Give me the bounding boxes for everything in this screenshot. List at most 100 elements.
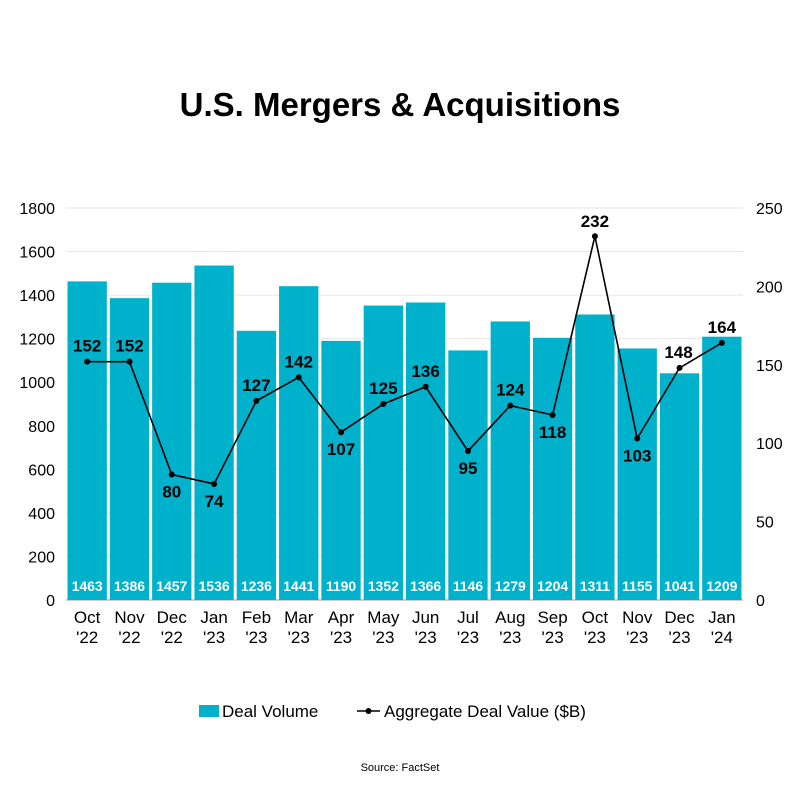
line-point <box>338 429 345 436</box>
right-tick-label: 50 <box>756 515 774 532</box>
x-tick-label-month: Sep <box>537 608 567 627</box>
x-axis: Oct'22Nov'22Dec'22Jan'23Feb'23Mar'23Apr'… <box>74 608 736 647</box>
x-tick-label-year: '23 <box>626 628 648 647</box>
x-tick-label-month: May <box>367 608 400 627</box>
x-tick-label-month: Jun <box>412 608 439 627</box>
line-point <box>168 471 175 478</box>
bar-value-label: 1279 <box>495 578 526 594</box>
bars <box>67 265 742 600</box>
left-tick-label: 0 <box>46 593 55 610</box>
line-value-label: 118 <box>539 423 566 442</box>
line-point <box>718 339 725 346</box>
x-tick-label-year: '23 <box>542 628 564 647</box>
x-tick-label-year: '23 <box>668 628 690 647</box>
bar-deal-volume <box>617 348 657 600</box>
bar-value-label: 1386 <box>114 578 145 594</box>
line-value-label: 232 <box>581 212 609 231</box>
line-point <box>126 358 133 365</box>
x-tick-label-year: '22 <box>161 628 183 647</box>
x-tick-label-month: Aug <box>495 608 525 627</box>
x-tick-label-year: '22 <box>76 628 98 647</box>
line-labels: 152 152 80 74 127 142 107 125 136 95 124 118 232 103 1… <box>73 212 737 511</box>
line-point <box>549 411 556 418</box>
bar-value-label: 1236 <box>241 578 272 594</box>
x-tick-label-month: Oct <box>582 608 609 627</box>
line-value-label: 107 <box>327 440 355 459</box>
bar-deal-volume <box>152 282 192 600</box>
legend-label-deal-volume: Deal Volume <box>222 702 318 721</box>
line-value-label: 124 <box>496 381 525 400</box>
line-value-label: 164 <box>708 318 737 337</box>
right-tick-label: 150 <box>756 358 783 375</box>
left-tick-label: 800 <box>28 419 55 436</box>
x-tick-label-year: '23 <box>372 628 394 647</box>
right-tick-label: 200 <box>756 279 783 296</box>
x-tick-label-month: Dec <box>157 608 188 627</box>
bar-value-label: 1457 <box>156 578 187 594</box>
value-line <box>84 233 725 487</box>
line-value-label: 148 <box>664 343 692 362</box>
line-value-label: 74 <box>205 492 224 511</box>
left-tick-label: 600 <box>28 462 55 479</box>
line-point <box>295 374 302 381</box>
bar-deal-volume <box>659 373 700 600</box>
line-point <box>84 358 91 365</box>
line-point <box>211 480 218 487</box>
line-value-label: 136 <box>411 362 439 381</box>
bar-value-label: 1204 <box>537 578 568 594</box>
bar-labels: 1463 1386 1457 1536 1236 1441 1190 1352 1366 1146… <box>72 578 738 594</box>
line-value-label: 103 <box>623 446 651 465</box>
x-tick-label-month: Nov <box>622 608 653 627</box>
line-value-label: 80 <box>162 483 181 502</box>
bar-deal-volume <box>109 298 150 600</box>
bar-deal-volume <box>321 340 361 600</box>
line-value-label: 127 <box>242 376 270 395</box>
x-tick-label-year: '23 <box>584 628 606 647</box>
bar-deal-volume <box>194 265 234 600</box>
x-tick-label-month: Apr <box>328 608 355 627</box>
bar-value-label: 1155 <box>622 578 653 594</box>
left-tick-label: 1400 <box>19 288 55 305</box>
x-tick-label-year: '22 <box>118 628 140 647</box>
legend-label-aggregate-value: Aggregate Deal Value ($B) <box>384 702 586 721</box>
legend: Deal Volume Aggregate Deal Value ($B) <box>199 702 586 721</box>
x-tick-label-year: '23 <box>245 628 267 647</box>
left-tick-label: 1600 <box>19 245 55 262</box>
legend-swatch-marker <box>365 708 372 714</box>
x-tick-label-year: '23 <box>415 628 437 647</box>
right-axis: 0 50 100 150 200 250 <box>756 201 783 610</box>
line-value-label: 142 <box>285 352 313 371</box>
x-tick-label-month: Jan <box>200 608 227 627</box>
x-tick-label-year: '23 <box>457 628 479 647</box>
source-note: Source: FactSet <box>361 762 440 774</box>
x-tick-label-month: Jul <box>457 608 479 627</box>
line-point <box>591 233 598 240</box>
bar-value-label: 1146 <box>453 578 484 594</box>
bar-value-label: 1352 <box>368 578 399 594</box>
x-tick-label-month: Mar <box>284 608 314 627</box>
line-point <box>464 448 471 455</box>
bar-value-label: 1536 <box>199 578 230 594</box>
x-tick-label-year: '24 <box>711 628 733 647</box>
right-tick-label: 250 <box>756 201 783 218</box>
line-point <box>507 402 514 409</box>
right-tick-label: 0 <box>756 593 765 610</box>
bar-value-label: 1190 <box>326 578 357 594</box>
line-value-label: 152 <box>115 337 143 356</box>
line-point <box>422 383 429 390</box>
bar-deal-volume <box>490 321 530 600</box>
x-tick-label-month: Dec <box>664 608 695 627</box>
x-tick-label-year: '23 <box>499 628 521 647</box>
chart-title: U.S. Mergers & Acquisitions <box>180 86 621 123</box>
bar-value-label: 1209 <box>706 578 737 594</box>
bar-deal-volume <box>67 281 107 600</box>
bar-value-label: 1041 <box>664 578 695 594</box>
line-value-label: 152 <box>73 337 101 356</box>
left-tick-label: 1200 <box>19 332 55 349</box>
bar-deal-volume <box>532 337 573 600</box>
line-value-label: 95 <box>459 459 478 478</box>
x-tick-label-month: Nov <box>114 608 145 627</box>
x-tick-label-year: '23 <box>203 628 225 647</box>
x-tick-label-year: '23 <box>288 628 310 647</box>
